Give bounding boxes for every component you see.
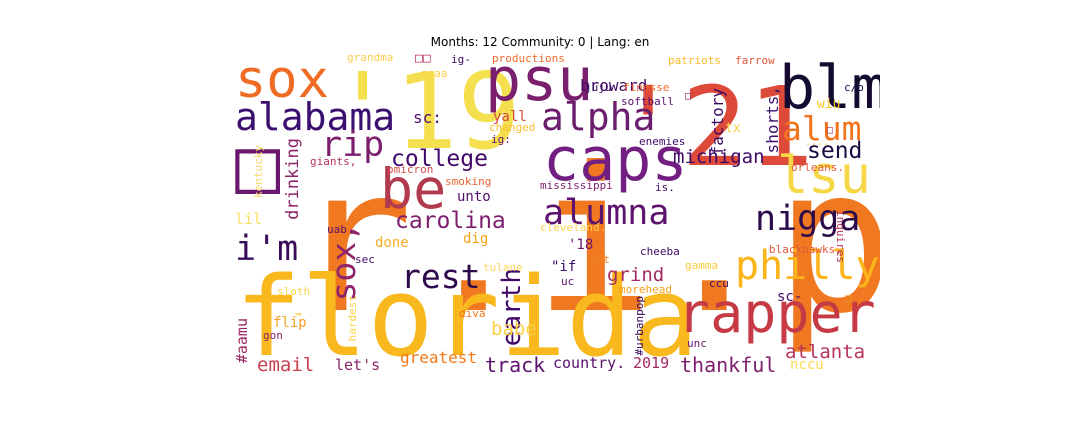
word: ncaa — [421, 67, 448, 80]
word: orleans. — [791, 161, 844, 174]
word: rip — [321, 125, 385, 165]
word: rest — [401, 257, 481, 296]
word: alum — [782, 109, 862, 148]
word: grind — [607, 264, 665, 286]
word: sloth — [277, 285, 311, 298]
word: let's — [335, 356, 381, 374]
word: farrow — [735, 54, 775, 67]
word: ™ — [295, 311, 302, 324]
word: #urbanpop — [633, 296, 646, 356]
word: i'm — [235, 229, 299, 269]
word: done — [375, 235, 409, 251]
word: psu — [485, 50, 594, 115]
word: r.i.p — [293, 125, 880, 358]
word: thankful — [680, 353, 777, 375]
word: ---- — [805, 139, 830, 150]
word: 2019 — [633, 354, 670, 372]
word: unto — [457, 189, 491, 205]
word: "if — [551, 259, 577, 275]
word: softball — [621, 95, 674, 108]
word: juju — [585, 81, 612, 94]
word: morehead — [619, 283, 672, 296]
word: gon — [263, 329, 283, 342]
word: smoking — [445, 175, 492, 188]
word: sc- — [777, 289, 803, 305]
word: □ — [845, 293, 852, 304]
word: country. — [553, 354, 626, 372]
word: productions — [492, 52, 565, 65]
word: hardest — [346, 295, 359, 342]
word: patriots — [668, 54, 721, 67]
word: kentucky — [252, 145, 265, 198]
word: ccu — [709, 277, 729, 290]
word: mississippi — [540, 179, 613, 192]
word: track — [485, 353, 546, 375]
word: sec — [355, 253, 375, 266]
word: changed — [489, 121, 536, 134]
word: omicron — [387, 163, 434, 176]
word: nigga — [755, 199, 861, 239]
word: atlanta — [785, 341, 866, 363]
word: inquires — [834, 210, 847, 263]
word: alpha — [541, 95, 656, 139]
word: caps — [543, 125, 688, 195]
word: finesse — [623, 81, 670, 94]
word: send — [807, 138, 863, 164]
word: broward — [580, 76, 648, 95]
word: ig- — [451, 53, 471, 66]
word: carolina — [395, 208, 506, 234]
word: uc — [561, 275, 575, 288]
word: be — [380, 157, 447, 221]
word: drinking — [283, 138, 303, 220]
word: ig: — [491, 133, 511, 146]
word: □ — [235, 121, 281, 209]
word: wiu — [817, 97, 841, 112]
word: ent — [590, 253, 610, 266]
word: uab — [327, 223, 347, 236]
word: flip — [273, 315, 307, 331]
word: nccu — [790, 357, 824, 373]
word: #aamu — [235, 318, 251, 364]
word: lsu — [777, 146, 871, 206]
word: factory — [708, 88, 727, 156]
word: '21 — [615, 63, 814, 191]
word: shorts, — [763, 86, 782, 154]
word: tulane — [483, 261, 523, 274]
word: '18 — [568, 237, 594, 253]
word: cheeba — [640, 245, 680, 258]
word: alabama — [235, 95, 396, 139]
word: tx — [725, 121, 741, 136]
word: college — [391, 146, 488, 172]
word: c/o — [844, 81, 864, 94]
word: grandma — [347, 51, 394, 64]
word: rapper — [677, 281, 876, 345]
word: florida — [235, 253, 699, 375]
word: □ — [827, 125, 834, 136]
word: michigan — [673, 146, 765, 168]
word: babe — [491, 318, 537, 340]
word-cloud: r.i.p florida '21 '19 caps blm psu sox b… — [235, 50, 880, 375]
word: □□ — [415, 51, 431, 66]
figure-title: Months: 12 Community: 0 | Lang: en — [430, 35, 650, 49]
word: philly — [735, 243, 880, 289]
word: □ — [685, 91, 692, 102]
word: gamma — [685, 259, 719, 272]
word: alumna — [543, 193, 670, 233]
word: blackhawks, — [769, 243, 842, 256]
word: giants, — [310, 155, 357, 168]
word: diva — [459, 307, 486, 320]
word: lil — [235, 210, 263, 228]
word: dig — [463, 231, 489, 247]
word: blm — [779, 53, 880, 123]
word: cleveland. — [540, 221, 607, 234]
word: sox — [235, 50, 329, 110]
word: sc: — [413, 108, 442, 127]
word: email — [257, 354, 315, 375]
word: yall — [493, 109, 527, 125]
word: enemies — [639, 135, 686, 148]
word: '19 — [331, 51, 521, 173]
word: greatest — [400, 348, 478, 367]
word: unc — [687, 337, 707, 350]
word: is. — [655, 181, 675, 194]
